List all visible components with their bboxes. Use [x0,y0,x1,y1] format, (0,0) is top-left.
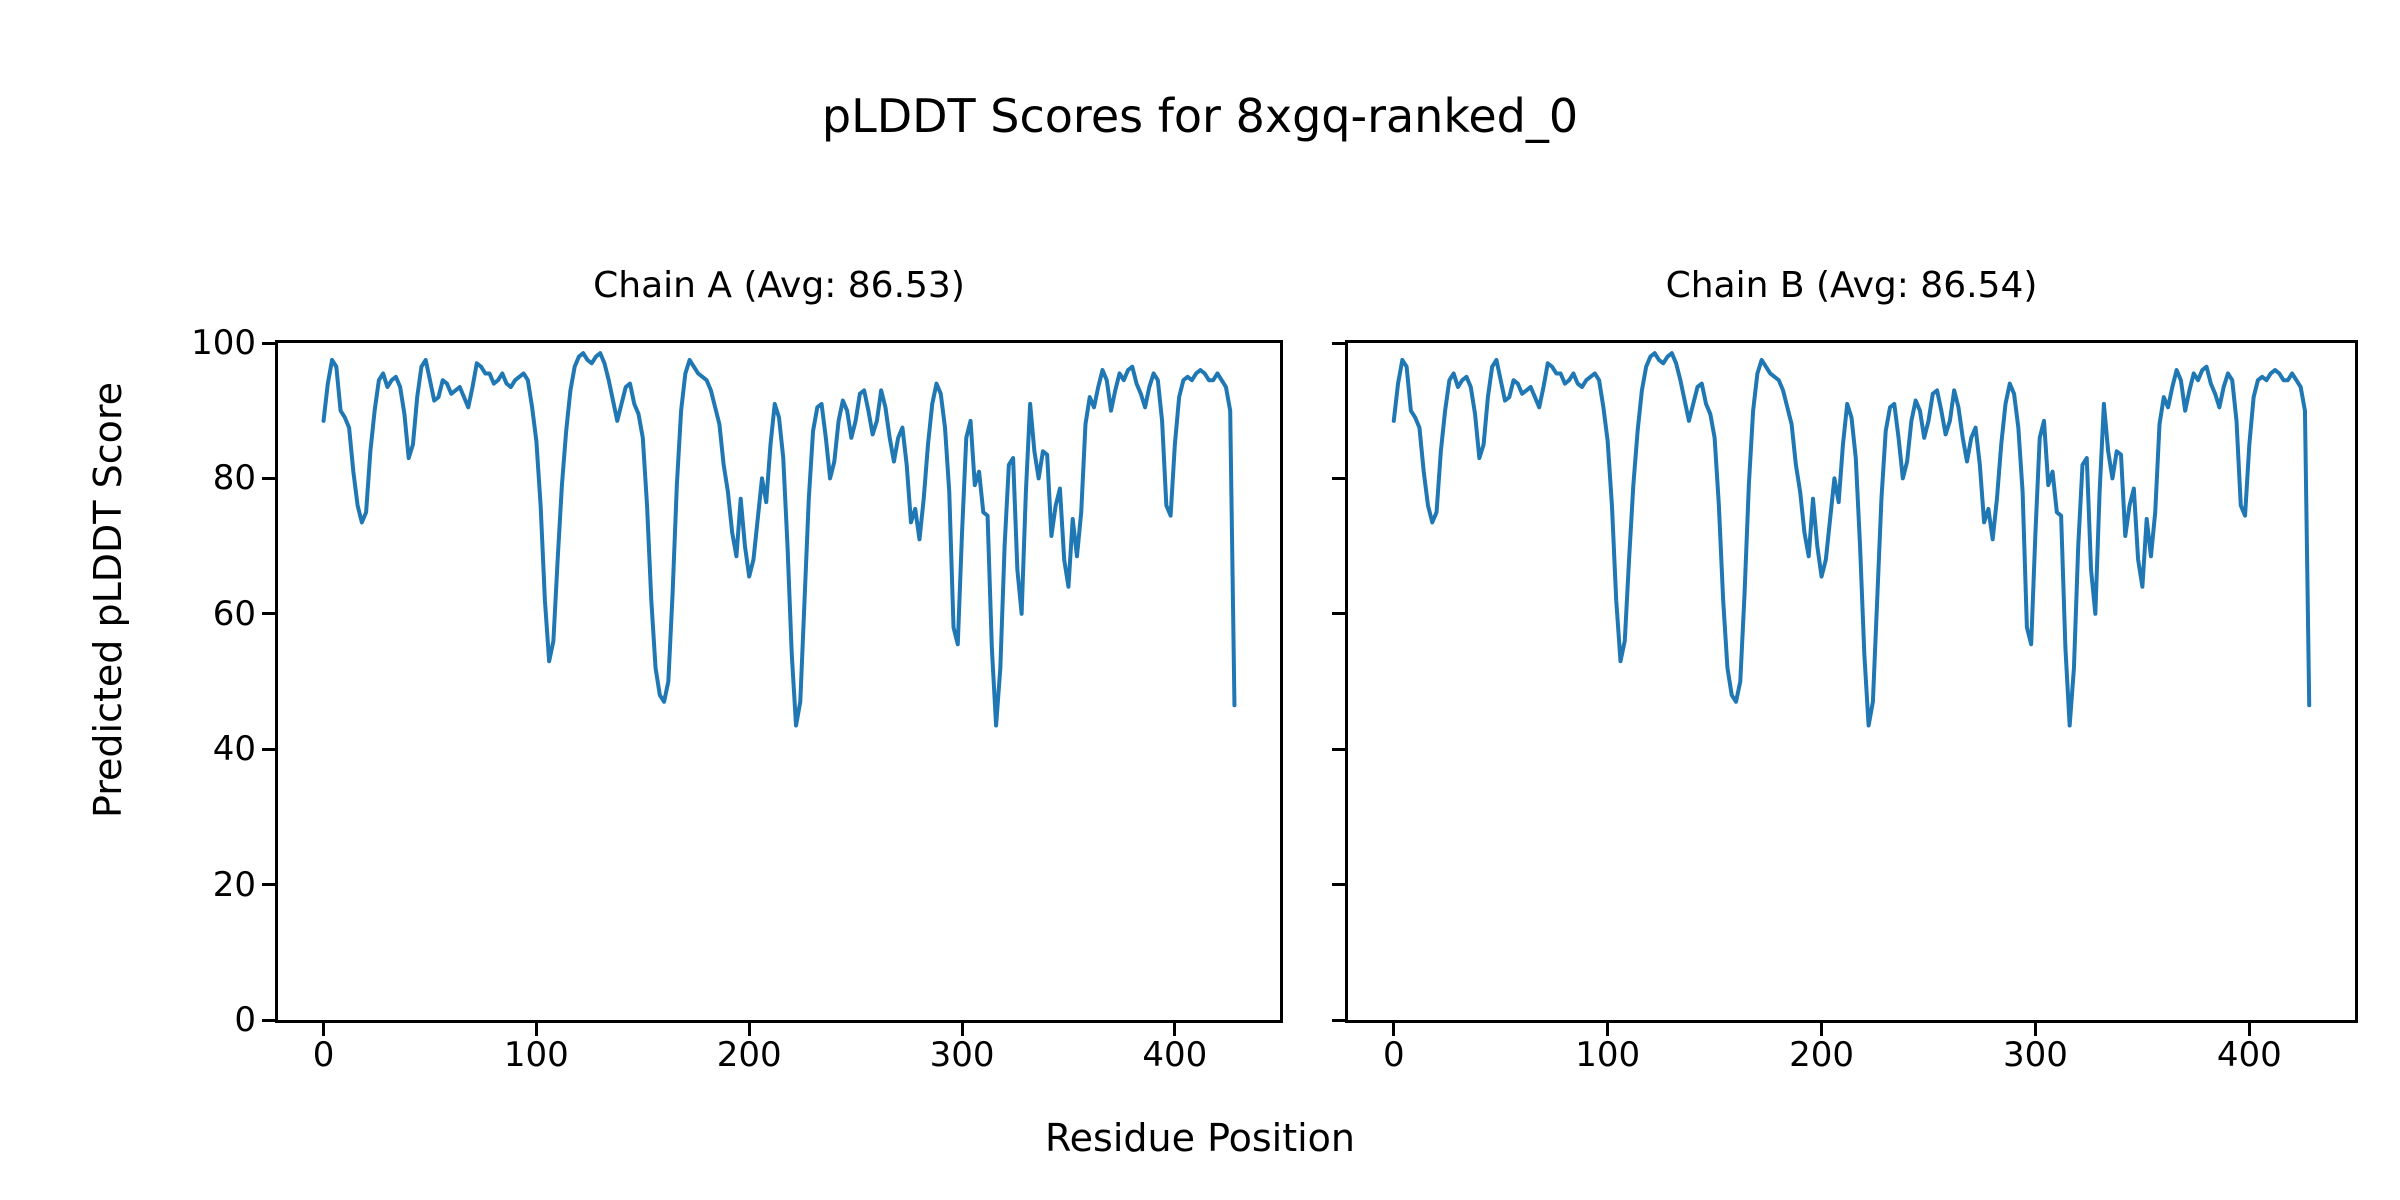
x-axis-label: Residue Position [1044,1116,1356,1160]
y-tick-mark [262,341,275,345]
y-tick-mark [262,747,275,751]
x-tick-mark [2033,1023,2037,1036]
x-tick-label: 400 [1142,1035,1208,1075]
y-tick-mark [1332,747,1345,751]
x-tick-label: 200 [1789,1035,1854,1075]
line-chart-chain-a [278,343,1280,1020]
x-tick-label: 100 [503,1035,569,1075]
subplot-title-chain-a: Chain A (Avg: 86.53) [593,265,965,306]
figure-title: pLDDT Scores for 8xgq-ranked_0 [821,89,1579,143]
y-tick-label: 60 [212,593,256,634]
x-tick-label: 200 [716,1035,782,1075]
x-tick-mark [2247,1023,2251,1036]
x-tick-mark [747,1023,751,1036]
plot-area-chain-b: 0 100 200 300 400 [1332,340,2358,1072]
x-tick-mark [1173,1023,1177,1036]
plddt-line-chain-b [1394,353,2309,725]
plddt-line-chain-a [324,353,1235,725]
x-tick-label: 400 [2216,1035,2282,1075]
x-tick-mark [534,1023,538,1036]
x-tick-label: 300 [2002,1035,2068,1075]
y-tick-mark [262,883,275,887]
y-tick-mark [1332,883,1345,887]
y-tick-label: 40 [212,729,256,770]
y-tick-mark [262,612,275,616]
x-tick-mark [1392,1023,1396,1036]
subplot-title-chain-b: Chain B (Avg: 86.54) [1665,265,2038,306]
x-tick-label: 0 [1382,1035,1405,1075]
y-axis-label: Predicted pLDDT Score [86,382,130,818]
y-tick-label: 100 [191,323,256,363]
y-tick-mark [1332,476,1345,480]
y-tick-mark [1332,1018,1345,1022]
y-tick-mark [1332,612,1345,616]
x-tick-mark [1606,1023,1610,1036]
y-tick-mark [262,1018,275,1022]
y-tick-label: 80 [212,458,256,499]
line-chart-chain-b [1348,343,2355,1020]
x-tick-mark [960,1023,964,1036]
x-tick-label: 0 [312,1035,335,1075]
x-tick-label: 300 [929,1035,995,1075]
x-tick-label: 100 [1575,1035,1641,1075]
x-tick-mark [1820,1023,1824,1036]
x-tick-mark [322,1023,326,1036]
y-tick-mark [262,476,275,480]
y-tick-label: 0 [234,1000,256,1040]
y-tick-mark [1332,341,1345,345]
y-tick-label: 20 [212,864,256,905]
plot-area-chain-a: 0 100 200 300 400 0 20 40 60 80 100 [191,326,1283,1072]
